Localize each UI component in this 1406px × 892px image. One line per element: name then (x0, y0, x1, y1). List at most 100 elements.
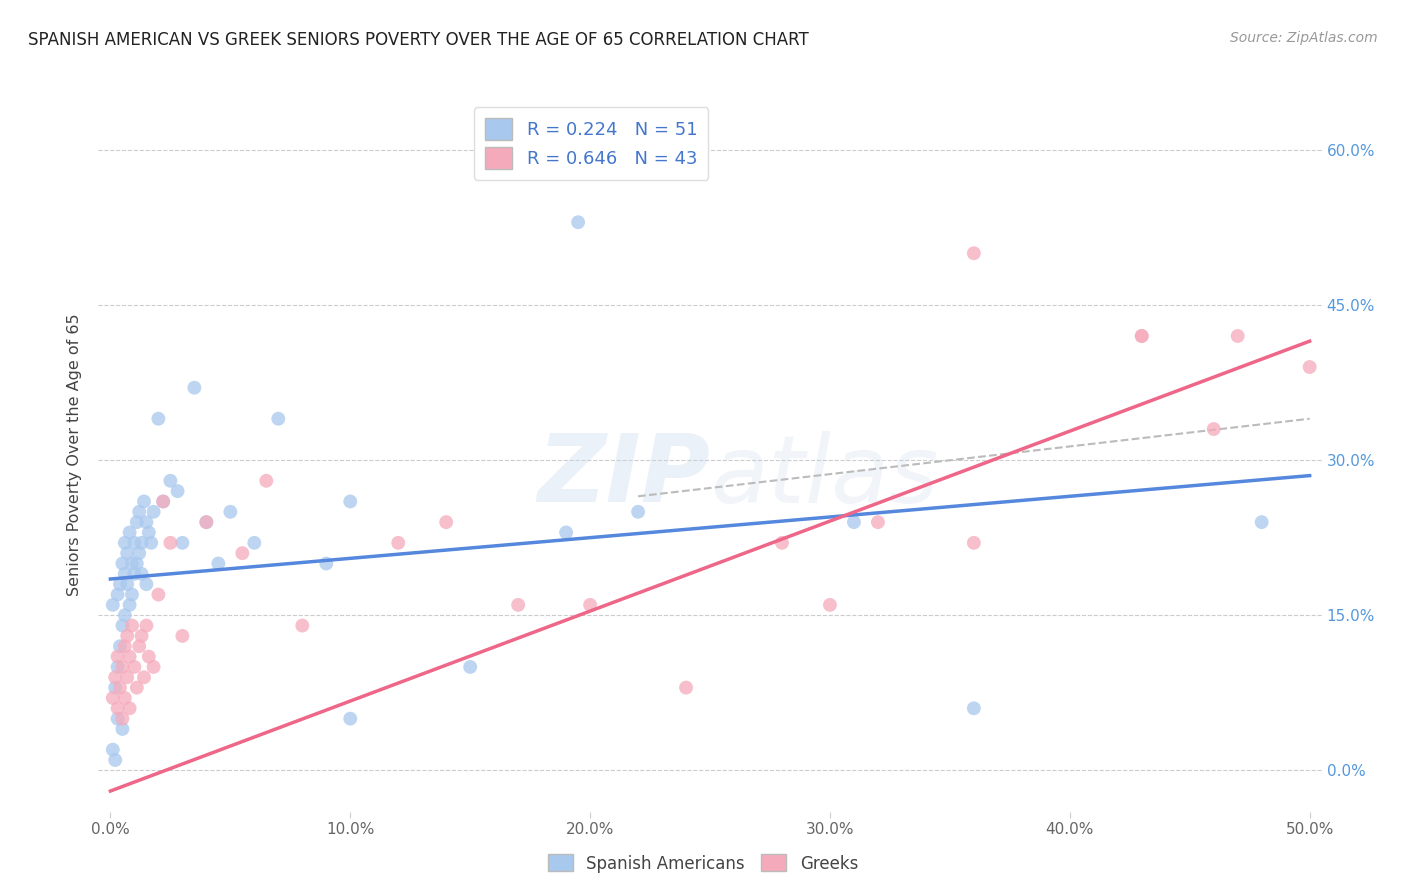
Point (111, 722, 134, 736)
Point (135, 577, 157, 591)
Point (675, 681, 697, 695)
Point (291, 618, 314, 632)
Point (124, 566, 146, 581)
Point (104, 681, 127, 695)
Point (243, 536, 266, 550)
Point (458, 660, 481, 674)
Point (231, 546, 253, 560)
Point (111, 712, 134, 726)
Point (135, 515, 157, 529)
Point (195, 515, 218, 529)
Point (339, 712, 361, 726)
Point (159, 474, 181, 488)
Point (1202, 422, 1225, 436)
Text: ZIP: ZIP (537, 430, 710, 523)
Point (111, 618, 134, 632)
Point (107, 712, 129, 726)
Point (108, 681, 131, 695)
Point (111, 557, 134, 571)
Point (115, 577, 138, 591)
Point (141, 536, 163, 550)
Text: Source: ZipAtlas.com: Source: ZipAtlas.com (1230, 31, 1378, 45)
Text: atlas: atlas (710, 431, 938, 522)
Point (267, 411, 290, 425)
Point (111, 660, 134, 674)
Point (131, 629, 153, 643)
Point (104, 670, 127, 684)
Point (138, 525, 160, 540)
Point (125, 515, 148, 529)
Point (101, 690, 124, 705)
Point (148, 588, 170, 602)
Point (125, 681, 148, 695)
Point (152, 494, 174, 508)
Point (148, 411, 170, 425)
Point (166, 484, 188, 499)
Point (114, 639, 136, 653)
Point (115, 629, 138, 643)
Point (114, 536, 136, 550)
Point (1226, 329, 1249, 343)
Point (115, 670, 138, 684)
Point (567, 215, 589, 229)
Point (818, 598, 841, 612)
Point (128, 546, 150, 560)
Point (866, 515, 889, 529)
Point (1250, 515, 1272, 529)
Point (183, 381, 205, 395)
Point (118, 598, 141, 612)
Point (101, 742, 124, 756)
Y-axis label: Seniors Poverty Over the Age of 65: Seniors Poverty Over the Age of 65 (67, 314, 83, 596)
Point (124, 536, 146, 550)
Legend: Spanish Americans, Greeks: Spanish Americans, Greeks (541, 847, 865, 880)
Point (434, 515, 457, 529)
Point (121, 618, 143, 632)
Point (1130, 329, 1153, 343)
Point (121, 588, 143, 602)
Point (131, 566, 153, 581)
Point (121, 557, 143, 571)
Point (555, 525, 578, 540)
Point (195, 515, 218, 529)
Point (128, 505, 150, 519)
Point (108, 577, 131, 591)
Point (114, 566, 136, 581)
Point (142, 505, 165, 519)
Point (627, 505, 650, 519)
Text: SPANISH AMERICAN VS GREEK SENIORS POVERTY OVER THE AGE OF 65 CORRELATION CHART: SPANISH AMERICAN VS GREEK SENIORS POVERT… (28, 31, 808, 49)
Point (114, 608, 136, 623)
Point (104, 753, 127, 767)
Legend: R = 0.224   N = 51, R = 0.646   N = 43: R = 0.224 N = 51, R = 0.646 N = 43 (474, 107, 709, 180)
Point (142, 660, 165, 674)
Point (125, 557, 148, 571)
Point (579, 598, 602, 612)
Point (159, 536, 181, 550)
Point (963, 701, 986, 715)
Point (254, 474, 277, 488)
Point (1298, 359, 1320, 374)
Point (387, 536, 409, 550)
Point (152, 494, 174, 508)
Point (963, 536, 986, 550)
Point (118, 701, 141, 715)
Point (107, 701, 129, 715)
Point (124, 660, 146, 674)
Point (132, 670, 155, 684)
Point (114, 690, 136, 705)
Point (131, 536, 153, 550)
Point (842, 515, 865, 529)
Point (107, 588, 129, 602)
Point (963, 246, 986, 260)
Point (172, 629, 194, 643)
Point (118, 649, 141, 664)
Point (132, 494, 155, 508)
Point (128, 639, 150, 653)
Point (135, 618, 157, 632)
Point (219, 505, 242, 519)
Point (101, 598, 124, 612)
Point (115, 546, 138, 560)
Point (138, 649, 160, 664)
Point (107, 649, 129, 664)
Point (207, 557, 229, 571)
Point (315, 557, 337, 571)
